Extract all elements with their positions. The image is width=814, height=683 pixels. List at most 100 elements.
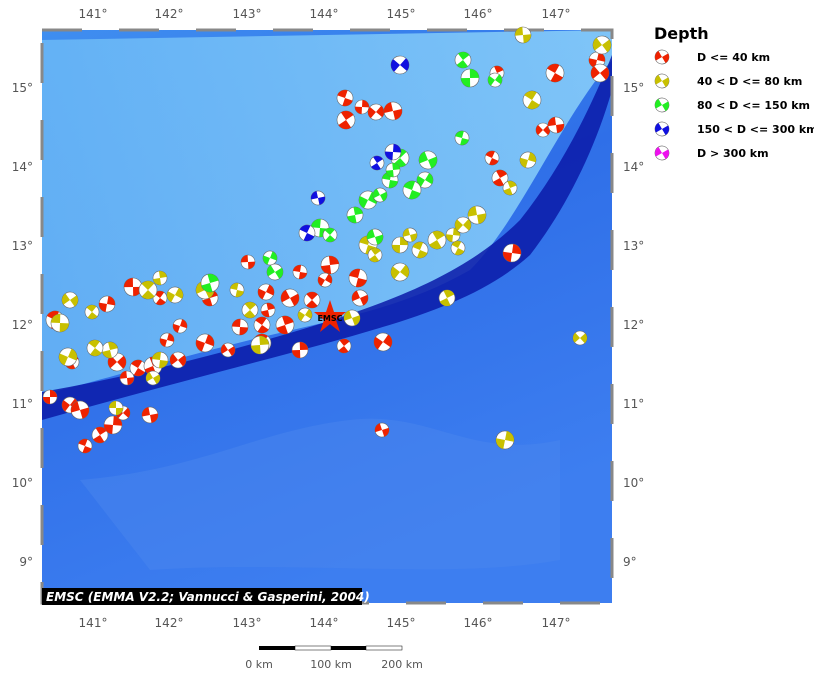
beachball [266, 263, 284, 281]
ball-quad [429, 231, 445, 249]
ball-quad [311, 191, 325, 205]
beachball [141, 406, 159, 424]
lon-label: 141° [79, 616, 108, 630]
ball-quad [255, 317, 269, 333]
lat-label: 11° [623, 397, 644, 411]
beachball [654, 73, 670, 89]
beachball [50, 313, 70, 333]
lon-label: 145° [387, 7, 416, 21]
ball-quad [403, 181, 421, 199]
ball-quad [281, 290, 299, 306]
beachball [253, 316, 271, 334]
scale-label: 200 km [381, 658, 423, 671]
map-frame [40, 28, 614, 605]
beachball [416, 171, 434, 189]
legend: Depth D <= 40 km 40 < D <= 80 km 80 < D <=… [654, 24, 814, 161]
beachball [535, 122, 551, 138]
beachball [336, 110, 356, 130]
lon-label: 146° [464, 616, 493, 630]
ball-quad [142, 407, 158, 423]
ball-quad [461, 69, 479, 87]
beachball [317, 272, 333, 288]
beachball [654, 121, 670, 137]
ball-quad [439, 290, 455, 306]
beachball [547, 116, 565, 134]
beachball [514, 26, 532, 44]
beachball [346, 206, 364, 224]
beachball [220, 342, 236, 358]
ball-quad [359, 191, 377, 209]
ball-quad [232, 319, 248, 335]
ball-quad [59, 348, 77, 366]
ball-quad [456, 52, 470, 68]
lon-label: 143° [233, 7, 262, 21]
legend-label: 150 < D <= 300 km [697, 123, 814, 136]
ball-quad [367, 229, 383, 245]
ball-quad [62, 293, 78, 307]
beachball [369, 155, 385, 171]
lat-label: 12° [623, 318, 644, 332]
ball-quad [503, 244, 521, 262]
ball-quad [196, 334, 214, 352]
beachball [374, 422, 390, 438]
ball-quad [321, 256, 339, 274]
beachball [257, 283, 275, 301]
ball-quad [455, 131, 469, 145]
lat-label: 9° [623, 555, 637, 569]
beachball [119, 370, 135, 386]
ball-quad [306, 292, 318, 308]
beachball [351, 289, 369, 307]
beachball [354, 99, 370, 115]
ball-quad [338, 339, 350, 353]
ball-quad [93, 427, 107, 443]
ball-quad [382, 172, 398, 188]
ball-quad [373, 188, 387, 202]
ball-quad [292, 342, 308, 358]
ball-quad [355, 100, 369, 114]
beachball [241, 301, 259, 319]
credit: EMSC (EMMA V2.2; Vannucci & Gasperini, 2… [46, 590, 370, 604]
lat-label: 10° [623, 476, 644, 490]
lon-label: 144° [310, 616, 339, 630]
ball-quad [375, 423, 389, 437]
beachball [336, 89, 354, 107]
map-area [42, 30, 612, 603]
ball-quad [655, 122, 669, 136]
beachball [484, 150, 500, 166]
beachball [320, 255, 340, 275]
beachball [260, 302, 276, 318]
beachball [108, 400, 124, 416]
ball-quad [261, 303, 275, 317]
beachball [427, 230, 447, 250]
ball-quad [503, 181, 517, 195]
beachball [454, 216, 472, 234]
ball-quad [374, 334, 392, 350]
beachball [438, 289, 456, 307]
beachball [366, 228, 384, 246]
beachball [572, 330, 588, 346]
lon-label: 144° [310, 7, 339, 21]
beachball [240, 254, 256, 270]
ball-quad [369, 248, 381, 262]
scale-label: 100 km [310, 658, 352, 671]
legend-label: 80 < D <= 150 km [697, 99, 810, 112]
ball-quad [392, 237, 408, 253]
ball-quad [196, 281, 214, 299]
beachball [169, 351, 187, 369]
beachball [358, 190, 378, 210]
ball-quad [493, 170, 507, 186]
ball-quad [202, 290, 218, 306]
ball-quad [102, 342, 118, 358]
ball-quad [86, 305, 98, 319]
ball-quad [120, 371, 134, 385]
beachball [654, 49, 670, 65]
beachball [200, 273, 220, 293]
lat-label: 9° [19, 555, 33, 569]
beachball [450, 240, 466, 256]
scale-bar [259, 645, 403, 651]
epicenter-label: EMSC [317, 314, 342, 323]
ball-quad [99, 296, 115, 312]
legend-label: D <= 40 km [697, 51, 770, 64]
ball-quad [298, 309, 312, 321]
